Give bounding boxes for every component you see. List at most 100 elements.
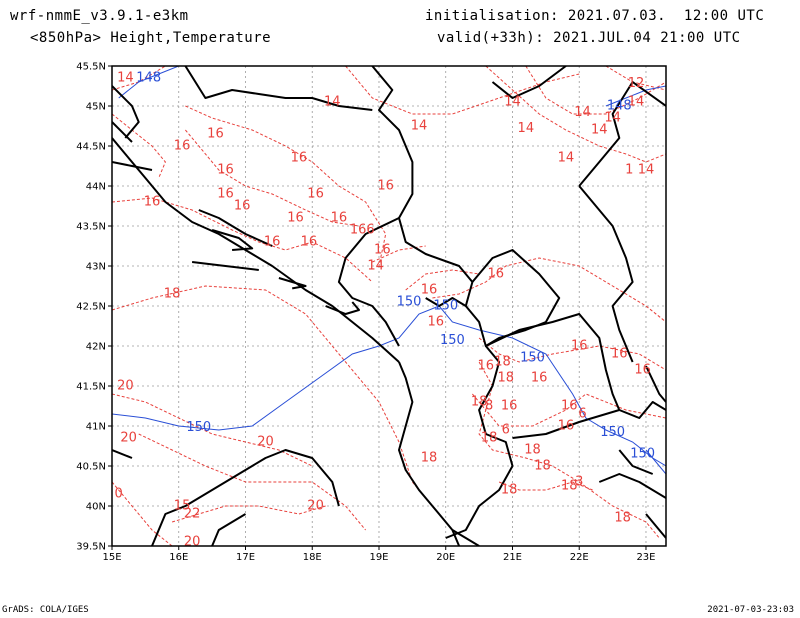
temperature-label: 3 [575, 475, 583, 490]
height-label: 150 [600, 425, 625, 440]
coastline-border [151, 449, 340, 546]
map-layers: 1414141414141414141414112161616161616161… [112, 66, 666, 550]
temperature-contour [525, 66, 666, 115]
temperature-label: 6 [502, 423, 510, 438]
temperature-contour [112, 481, 173, 546]
temperature-label: 18 [471, 395, 488, 410]
temperature-contour [171, 505, 326, 523]
temperature-label: 14 [638, 163, 655, 178]
temperature-label: 16 [331, 211, 348, 226]
temperature-contour [478, 361, 666, 427]
temperature-label: 16 [264, 235, 281, 250]
coastline-border [645, 513, 666, 539]
render-timestamp: 2021-07-03-23:03 [707, 605, 794, 615]
temperature-label: 166 [350, 223, 375, 238]
coastline-border [211, 513, 247, 546]
lon-tick-label: 21E [503, 552, 522, 563]
coastline-border [512, 409, 620, 439]
coastline-border [451, 529, 480, 546]
lon-tick-label: 16E [169, 552, 188, 563]
height-label: 148 [607, 99, 632, 114]
temperature-label: 16 [478, 359, 495, 374]
temperature-label: 16 [531, 371, 548, 386]
temperature-label: 18 [534, 459, 551, 474]
temperature-label: 14 [574, 105, 591, 120]
temperature-label: 16 [634, 363, 651, 378]
height-contour [605, 85, 666, 107]
temperature-label: 16 [374, 243, 391, 258]
temperature-label: 20 [184, 535, 201, 550]
lat-tick-label: 44N [86, 182, 106, 193]
temperature-contour [478, 337, 666, 371]
height-label: 150 [520, 351, 545, 366]
height-contour [112, 305, 666, 467]
temperature-label: 18 [524, 443, 541, 458]
lon-tick-label: 23E [636, 552, 655, 563]
temperature-label: 6 [578, 407, 586, 422]
lon-tick-label: 15E [102, 552, 121, 563]
coastline-border [645, 365, 666, 403]
coastline-border [398, 361, 461, 546]
coastline-border [112, 449, 133, 459]
height-label: 150 [186, 420, 211, 435]
lat-tick-label: 39.5N [76, 542, 106, 553]
coastline-border [337, 217, 400, 347]
temperature-label: 14 [604, 111, 621, 126]
temperature-label: 14 [558, 151, 575, 166]
temperature-contour [112, 393, 313, 467]
coastline-border [112, 121, 133, 143]
coastline-border [445, 345, 514, 539]
temperature-contour [112, 285, 440, 515]
temperature-label: 16 [421, 283, 438, 298]
height-label: 150 [433, 299, 458, 314]
temperature-label: 18 [498, 371, 515, 386]
lon-tick-label: 22E [570, 552, 589, 563]
temperature-label: 16 [501, 399, 518, 414]
temperature-contour [345, 66, 580, 115]
temperature-label: 16 [558, 419, 575, 434]
lon-tick-label: 19E [369, 552, 388, 563]
height-label: 150 [440, 333, 465, 348]
temperature-label: 16 [234, 199, 251, 214]
temperature-label: 16 [307, 187, 324, 202]
temperature-contour [112, 113, 166, 179]
lat-tick-label: 41N [86, 422, 106, 433]
temperature-label: 14 [324, 95, 341, 110]
lon-tick-label: 20E [436, 552, 455, 563]
height-label: 150 [630, 447, 655, 462]
height-label: 150 [397, 295, 422, 310]
coastline-border [211, 229, 254, 251]
height-contour [118, 66, 179, 99]
temperature-label: 16 [488, 267, 505, 282]
variable-title: <850hPa> Height,Temperature [30, 30, 272, 46]
temperature-label: 16 [287, 211, 304, 226]
model-title: wrf-nmmE_v3.9.1-e3km [10, 8, 189, 24]
height-label: 148 [136, 71, 161, 86]
temperature-label: 1 [625, 163, 633, 178]
temperature-label: 14 [504, 95, 521, 110]
lat-tick-label: 40N [86, 502, 106, 513]
coastline-border [425, 297, 467, 307]
temperature-label: 16 [301, 235, 318, 250]
temperature-contour [432, 257, 666, 323]
temperature-label: 18 [494, 355, 511, 370]
valid-time: valid(+33h): 2021.JUL.04 21:00 UTC [437, 30, 741, 46]
temperature-label: 16 [291, 151, 308, 166]
temperature-label: 20 [117, 379, 134, 394]
coastline-border [371, 66, 474, 283]
temperature-label: 14 [117, 71, 134, 86]
coastline-border [191, 261, 259, 271]
temperature-label: 18 [614, 511, 631, 526]
lat-tick-label: 42.5N [76, 302, 106, 313]
temperature-contour [485, 66, 666, 163]
coastline-border [578, 185, 634, 363]
coastline-border [325, 301, 360, 315]
temperature-label: 20 [120, 431, 137, 446]
temperature-label: 14 [367, 259, 384, 274]
temperature-label: 18 [501, 483, 518, 498]
temperature-label: 14 [411, 119, 428, 134]
lat-tick-label: 40.5N [76, 462, 106, 473]
lon-tick-label: 18E [303, 552, 322, 563]
lat-tick-label: 45N [86, 102, 106, 113]
